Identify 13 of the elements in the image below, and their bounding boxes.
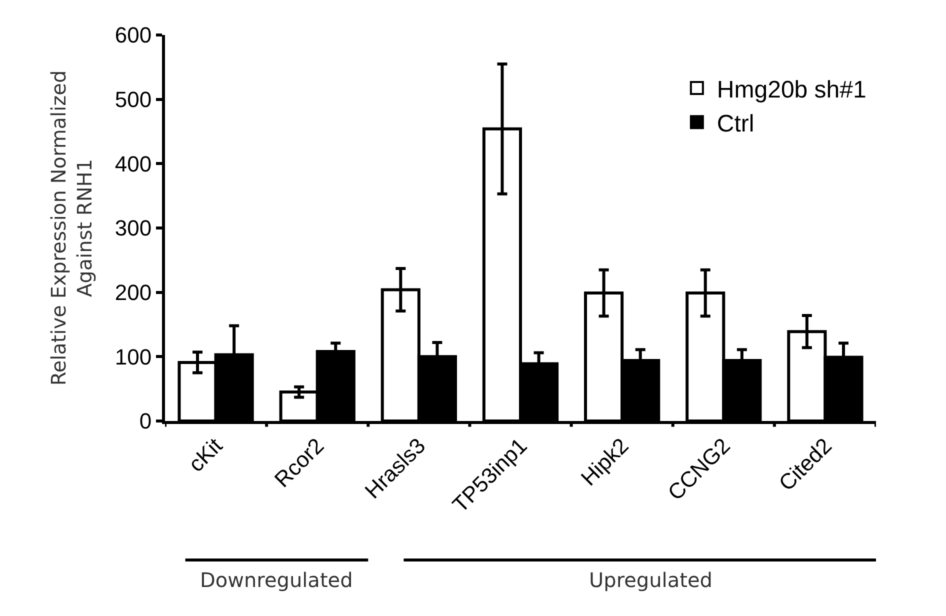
y-axis-title: Relative Expression Normalized Against RNH1 bbox=[46, 70, 96, 386]
legend-label: Hmg20b sh#1 bbox=[716, 76, 866, 104]
y-tick-label: 0 bbox=[139, 408, 152, 434]
y-tick-label: 300 bbox=[114, 216, 152, 241]
y-tick-label: 600 bbox=[114, 22, 152, 48]
text: Downregulated bbox=[200, 568, 353, 592]
text: Upregulated bbox=[589, 568, 712, 592]
legend-label: Ctrl bbox=[716, 110, 754, 138]
y-tick-label: 200 bbox=[114, 280, 152, 306]
y-tick-label: 400 bbox=[114, 151, 152, 176]
y-tick-label: 500 bbox=[114, 87, 152, 112]
x-tick-label: cKit bbox=[183, 433, 228, 477]
y-tick-label: 100 bbox=[114, 344, 152, 370]
